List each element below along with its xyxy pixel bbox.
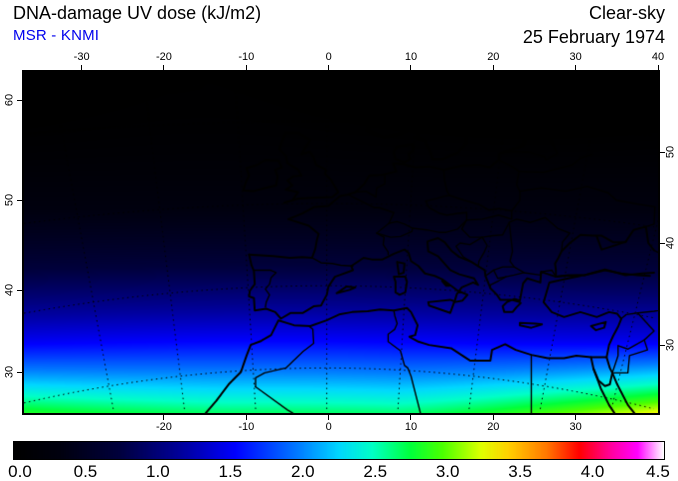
tick-left: [17, 371, 22, 373]
tick-right: [660, 344, 665, 346]
tick-left: [17, 199, 22, 201]
axis-label-right: 30: [664, 338, 677, 352]
tick-top: [328, 65, 330, 70]
tick-top: [492, 65, 494, 70]
tick-top: [245, 65, 247, 70]
tick-top: [410, 65, 412, 70]
axis-label-bottom: 10: [404, 421, 418, 433]
tick-bottom: [492, 415, 494, 420]
date-label: 25 February 1974: [522, 27, 665, 47]
axis-label-top: 0: [325, 51, 332, 63]
tick-bottom: [328, 415, 330, 420]
colorbar-tick-label: 1.5: [218, 462, 243, 481]
axis-label-bottom: -20: [156, 421, 172, 433]
tick-top: [163, 65, 165, 70]
uv-dose-heatmap: [24, 72, 658, 413]
axis-label-left: 60: [3, 93, 16, 107]
tick-left: [17, 99, 22, 101]
colorbar-tick-label: 0.0: [8, 462, 32, 481]
colorbar-tick-label: 3.0: [435, 462, 460, 481]
colorbar-tick-label: 2.0: [290, 462, 315, 481]
axis-label-top: 40: [651, 51, 665, 63]
colorbar-tick-label: 3.5: [508, 462, 532, 481]
axis-label-top: 20: [487, 51, 500, 63]
axis-label-top: 10: [404, 51, 418, 63]
axis-label-left: 40: [3, 283, 16, 297]
colorbar-tick-label: 2.5: [363, 462, 388, 481]
tick-bottom: [575, 415, 577, 420]
tick-bottom: [245, 415, 247, 420]
tick-right: [660, 242, 665, 244]
colorbar-tick-label: 1.0: [146, 462, 170, 481]
axis-label-bottom: 30: [569, 421, 582, 433]
tick-left: [17, 289, 22, 291]
page-title: DNA-damage UV dose (kJ/m2): [13, 3, 262, 23]
colorbar: [13, 441, 665, 460]
axis-label-top: -30: [73, 51, 90, 63]
axis-label-bottom: -10: [238, 421, 255, 433]
axis-label-bottom: 0: [325, 421, 332, 433]
axis-label-left: 30: [3, 365, 16, 379]
tick-top: [575, 65, 577, 70]
tick-right: [660, 151, 665, 153]
colorbar-tick-label: 0.5: [73, 462, 98, 481]
axis-label-top: -20: [156, 51, 172, 63]
axis-label-top: -10: [238, 51, 255, 63]
tick-bottom: [410, 415, 412, 420]
tick-top: [81, 65, 83, 70]
map-plot-panel: [22, 70, 660, 415]
axis-label-right: 50: [664, 145, 677, 159]
axis-label-top: 30: [569, 51, 582, 63]
tick-bottom: [163, 415, 165, 420]
colorbar-tick-label: 4.0: [580, 462, 605, 481]
data-source-label: MSR - KNMI: [13, 27, 100, 44]
axis-label-left: 50: [3, 193, 16, 207]
axis-label-right: 40: [664, 236, 677, 250]
sky-condition-label: Clear-sky: [588, 3, 665, 23]
colorbar-gradient: [14, 442, 664, 459]
tick-top: [657, 65, 659, 70]
axis-label-bottom: 20: [487, 421, 500, 433]
colorbar-tick-label: 4.5: [646, 462, 670, 481]
